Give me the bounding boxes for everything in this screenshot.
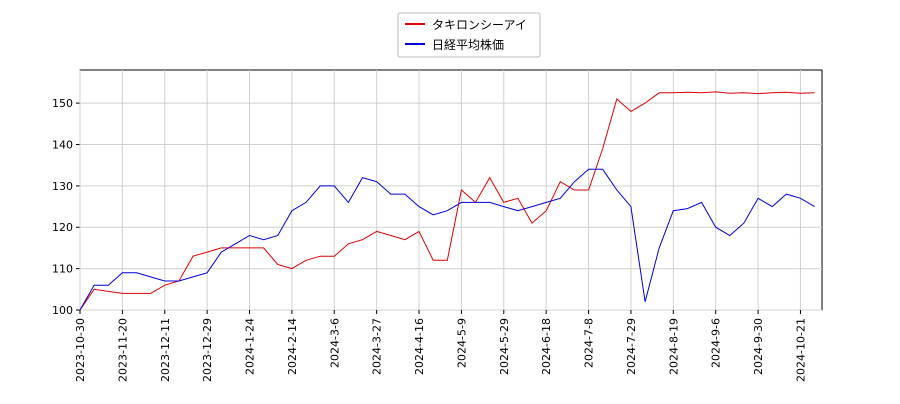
- x-tick-label: 2023-11-20: [116, 318, 129, 382]
- x-tick-label: 2024-8-19: [667, 318, 680, 375]
- legend-label: 日経平均株価: [432, 37, 504, 52]
- y-tick-label: 110: [52, 263, 73, 276]
- x-tick-label: 2024-9-30: [752, 318, 765, 375]
- y-tick-label: 100: [52, 304, 73, 317]
- y-tick-label: 150: [52, 97, 73, 110]
- plot-frame: [79, 69, 823, 311]
- y-tick-label: 130: [52, 180, 73, 193]
- x-tick-label: 2024-7-8: [583, 318, 596, 368]
- x-tick-label: 2024-5-29: [498, 318, 511, 375]
- x-tick-label: 2024-7-29: [625, 318, 638, 375]
- x-tick-label: 2024-3-27: [371, 318, 384, 375]
- x-tick-label: 2023-12-11: [159, 318, 172, 382]
- legend-box: [397, 12, 541, 58]
- series-line: [79, 168, 815, 311]
- x-tick-label: 2024-6-18: [540, 318, 553, 375]
- x-tick-label: 2024-3-6: [328, 318, 341, 368]
- x-tick-label: 2023-10-30: [74, 318, 87, 382]
- x-tick-label: 2024-1-24: [244, 318, 257, 375]
- x-tick-label: 2024-4-16: [413, 318, 426, 375]
- x-tick-label: 2023-12-29: [201, 318, 214, 382]
- series-line: [79, 91, 815, 311]
- legend-label: タキロンシーアイ: [432, 18, 527, 32]
- y-tick-label: 140: [52, 138, 73, 151]
- y-tick-label: 120: [52, 221, 73, 234]
- x-tick-label: 2024-9-6: [710, 318, 723, 368]
- x-tick-label: 2024-2-14: [286, 318, 299, 375]
- x-tick-label: 2024-10-21: [794, 318, 807, 382]
- x-tick-label: 2024-5-9: [455, 318, 468, 368]
